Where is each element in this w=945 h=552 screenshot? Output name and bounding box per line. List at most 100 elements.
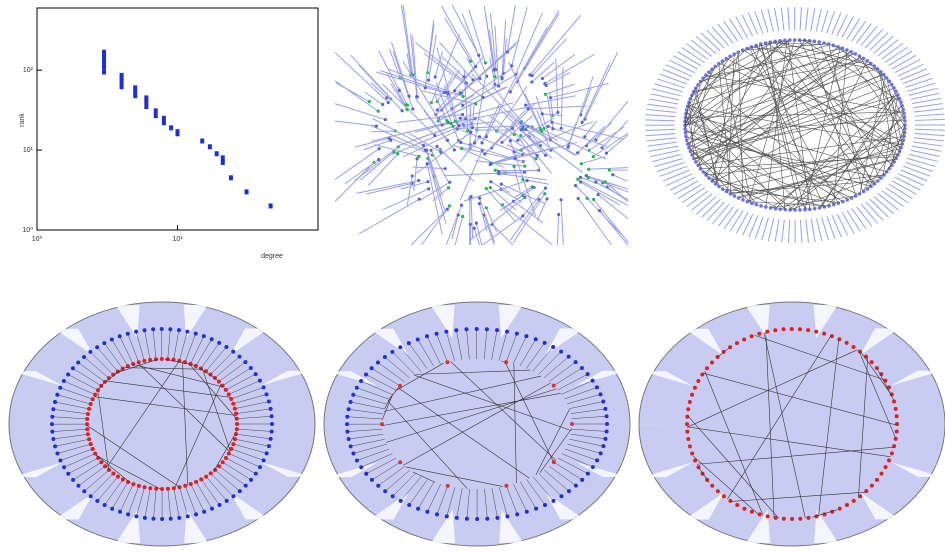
node — [689, 150, 693, 154]
node — [701, 77, 705, 81]
edge — [691, 40, 712, 57]
node — [86, 412, 90, 416]
node — [493, 83, 496, 86]
node — [270, 414, 274, 418]
node — [485, 206, 488, 209]
node — [898, 97, 902, 101]
node — [231, 402, 235, 406]
node — [696, 83, 700, 87]
node — [581, 121, 584, 124]
node — [717, 62, 721, 66]
edge — [768, 9, 773, 32]
node — [55, 393, 59, 397]
node — [218, 503, 222, 507]
edge — [912, 98, 941, 103]
node — [445, 119, 448, 122]
node — [349, 400, 353, 404]
point — [102, 69, 106, 74]
edge — [718, 24, 733, 44]
node — [790, 327, 794, 331]
node — [685, 430, 689, 434]
node — [684, 131, 688, 135]
node — [398, 460, 402, 464]
node — [258, 465, 262, 469]
node — [435, 512, 439, 516]
edge — [471, 197, 473, 239]
node — [66, 472, 70, 476]
node — [559, 350, 563, 354]
node — [481, 96, 484, 99]
edge — [901, 170, 927, 181]
node — [478, 202, 481, 205]
node — [506, 50, 509, 53]
node — [345, 422, 349, 426]
node — [579, 176, 582, 179]
node — [434, 75, 437, 78]
node — [806, 516, 810, 520]
node — [160, 487, 164, 491]
node — [823, 205, 827, 209]
node — [798, 208, 802, 212]
node — [186, 514, 190, 518]
node — [858, 54, 862, 58]
node — [750, 510, 754, 514]
node — [489, 180, 492, 183]
edge — [446, 205, 461, 245]
edge — [663, 69, 689, 80]
edge — [674, 181, 698, 195]
edge — [413, 36, 418, 97]
node — [685, 422, 689, 426]
edge — [915, 119, 945, 120]
node — [398, 345, 402, 349]
edge — [594, 199, 628, 242]
node — [474, 65, 477, 68]
node — [586, 472, 590, 476]
node — [448, 181, 451, 184]
node — [885, 76, 889, 80]
node — [359, 465, 363, 469]
edge — [670, 60, 695, 73]
node — [459, 141, 462, 144]
edge — [736, 17, 748, 38]
node — [424, 86, 427, 89]
edge — [847, 211, 860, 232]
node — [587, 168, 590, 171]
node — [231, 350, 235, 354]
node — [541, 77, 544, 80]
node — [148, 486, 152, 490]
node — [544, 93, 547, 96]
edge — [892, 181, 916, 195]
node — [270, 429, 274, 433]
point — [269, 203, 273, 208]
edge — [914, 109, 944, 112]
edge — [335, 162, 374, 201]
node — [574, 360, 578, 364]
node — [126, 332, 130, 336]
edge — [646, 134, 676, 136]
node — [243, 360, 247, 364]
node — [543, 192, 546, 195]
edge — [685, 41, 809, 126]
node — [551, 345, 555, 349]
edge — [857, 207, 872, 227]
node — [417, 155, 420, 158]
node — [497, 172, 500, 175]
node — [204, 475, 208, 479]
node — [728, 499, 732, 503]
node — [235, 422, 239, 426]
edge — [645, 120, 675, 121]
node — [368, 100, 371, 103]
node — [894, 407, 898, 411]
node — [461, 104, 464, 107]
node — [494, 169, 497, 172]
node — [51, 437, 55, 441]
node — [102, 341, 106, 345]
edge — [859, 56, 905, 127]
node — [895, 414, 899, 418]
node — [462, 95, 465, 98]
node — [229, 397, 233, 401]
edge — [445, 70, 460, 92]
node — [783, 39, 787, 43]
node — [416, 507, 420, 511]
node — [262, 385, 266, 389]
